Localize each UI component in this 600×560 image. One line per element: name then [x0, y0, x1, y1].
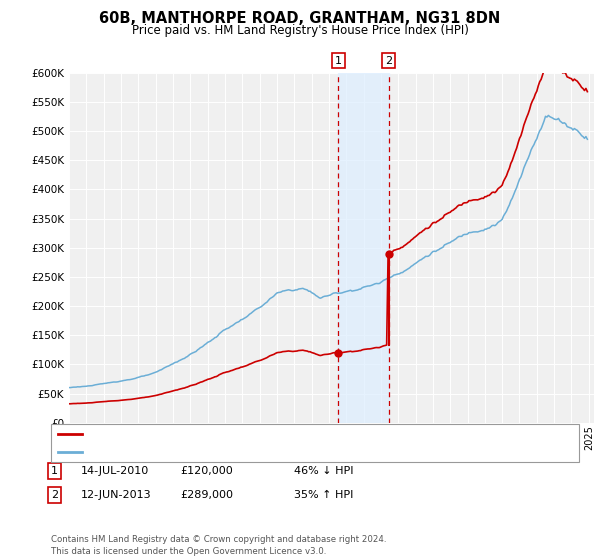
Text: 1: 1 [335, 55, 342, 66]
Text: 46% ↓ HPI: 46% ↓ HPI [294, 466, 353, 476]
Text: 14-JUL-2010: 14-JUL-2010 [81, 466, 149, 476]
Bar [338, 73, 389, 423]
Text: 1: 1 [51, 466, 58, 476]
Text: Contains HM Land Registry data © Crown copyright and database right 2024.
This d: Contains HM Land Registry data © Crown c… [51, 535, 386, 556]
Text: £289,000: £289,000 [180, 490, 233, 500]
Text: 60B, MANTHORPE ROAD, GRANTHAM, NG31 8DN: 60B, MANTHORPE ROAD, GRANTHAM, NG31 8DN [100, 11, 500, 26]
Text: 60B, MANTHORPE ROAD, GRANTHAM, NG31 8DN (detached house): 60B, MANTHORPE ROAD, GRANTHAM, NG31 8DN … [87, 429, 436, 439]
Text: Price paid vs. HM Land Registry's House Price Index (HPI): Price paid vs. HM Land Registry's House … [131, 24, 469, 36]
Text: 35% ↑ HPI: 35% ↑ HPI [294, 490, 353, 500]
Text: HPI: Average price, detached house, South Kesteven: HPI: Average price, detached house, Sout… [87, 447, 361, 457]
Text: £120,000: £120,000 [180, 466, 233, 476]
Text: 2: 2 [51, 490, 58, 500]
Text: 2: 2 [385, 55, 392, 66]
Text: 12-JUN-2013: 12-JUN-2013 [81, 490, 152, 500]
